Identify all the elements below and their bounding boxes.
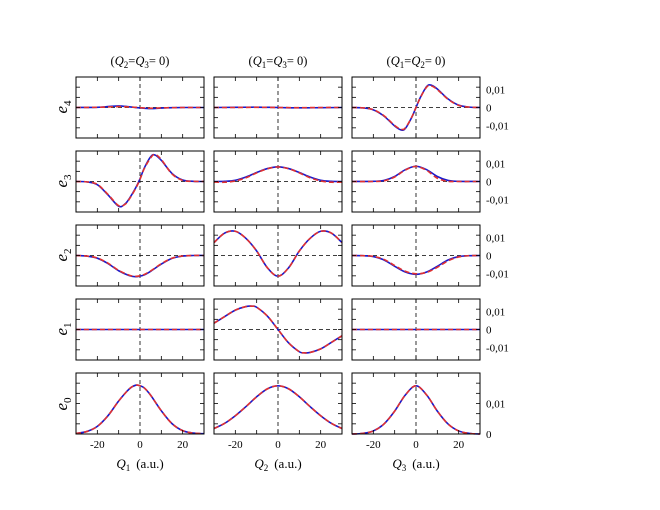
panel-r2-c2	[213, 150, 343, 213]
panel-r1-c1	[75, 76, 205, 139]
row-label-e0: e0	[52, 397, 74, 411]
panel-r3-c3: 0,01 0 -0,01	[351, 224, 509, 287]
series-line-dashed	[75, 254, 205, 278]
row-label-e4: e4	[52, 100, 74, 114]
y-tick-label: 0	[486, 429, 492, 441]
y-tick-label: 0,01	[486, 159, 505, 171]
panel-r2-c1	[75, 150, 205, 213]
series-line-solid	[75, 254, 205, 278]
series-line-dashed	[351, 165, 481, 183]
series-line-dashed	[351, 84, 481, 131]
y-tick-label: -0,01	[486, 342, 509, 354]
x-tick-label: 20	[315, 439, 327, 451]
x-tick-label: 20	[453, 439, 465, 451]
series-line-dashed	[213, 230, 343, 277]
y-tick-label: 0	[486, 251, 492, 263]
y-tick-label: -0,01	[486, 120, 509, 132]
column-headers: (Q2=Q3= 0) (Q1=Q3= 0) (Q1=Q2= 0)	[111, 54, 446, 70]
x-tick-label: 0	[137, 439, 143, 451]
series-line-dashed	[351, 254, 481, 275]
x-label-q3: Q3 (a.u.)	[392, 456, 439, 473]
column-header-3: (Q1=Q2= 0)	[387, 54, 446, 70]
series-line-dashed	[213, 166, 343, 184]
panel-r5-c2: -20 0 20	[213, 372, 343, 451]
panel-r1-c3: 0,01 0 -0,01	[351, 76, 509, 139]
series-line-solid	[75, 153, 205, 208]
x-tick-label: -20	[90, 439, 105, 451]
x-tick-label: 0	[413, 439, 419, 451]
series-line-dashed	[75, 384, 205, 435]
panel-r3-c1	[75, 224, 205, 287]
row-labels: e4 e3 e2 e1 e0	[52, 100, 74, 411]
row-label-e1: e1	[52, 322, 74, 335]
y-tick-label: 0	[486, 325, 492, 337]
row-label-e2: e2	[52, 248, 74, 261]
x-label-q2: Q2 (a.u.)	[254, 456, 301, 473]
series-line-dashed	[75, 105, 205, 110]
y-tick-label: 0,01	[486, 307, 505, 319]
y-tick-label: 0,01	[486, 399, 505, 411]
x-tick-label: 20	[177, 439, 189, 451]
panel-r3-c2	[213, 224, 343, 287]
y-tick-label: 0	[486, 177, 492, 189]
panel-r5-c3: -20 0 20 0,01 0	[351, 372, 505, 451]
series-line-dashed	[213, 385, 343, 430]
panels-layer: 0,01 0 -0,01 0,01 0 -0,01 0,01 0 -0,01 0,01 0 -0,01…	[75, 76, 509, 451]
series-line-solid	[351, 254, 481, 276]
column-header-2: (Q1=Q3= 0)	[249, 54, 308, 70]
series-line-dashed	[213, 305, 343, 354]
x-tick-label: -20	[228, 439, 243, 451]
panel-r2-c3: 0,01 0 -0,01	[351, 150, 509, 213]
x-tick-label: -20	[366, 439, 381, 451]
x-axis-labels: Q1 (a.u.) Q2 (a.u.) Q3 (a.u.)	[116, 456, 439, 473]
y-tick-label: 0,01	[486, 233, 505, 245]
panel-r1-c2	[213, 76, 343, 139]
x-tick-label: 0	[275, 439, 281, 451]
y-tick-label: 0	[486, 103, 492, 115]
panel-r4-c2	[213, 298, 343, 361]
row-label-e3: e3	[52, 174, 74, 188]
series-line-dashed	[75, 153, 205, 208]
panel-r4-c1	[75, 298, 205, 361]
panel-r5-c1: -20 0 20	[75, 372, 205, 451]
column-header-1: (Q2=Q3= 0)	[111, 54, 170, 70]
y-tick-label: -0,01	[486, 194, 509, 206]
y-tick-label: -0,01	[486, 268, 509, 280]
y-tick-label: 0,01	[486, 85, 505, 97]
panel-r4-c3: 0,01 0 -0,01	[351, 298, 509, 361]
x-label-q1: Q1 (a.u.)	[116, 456, 163, 473]
